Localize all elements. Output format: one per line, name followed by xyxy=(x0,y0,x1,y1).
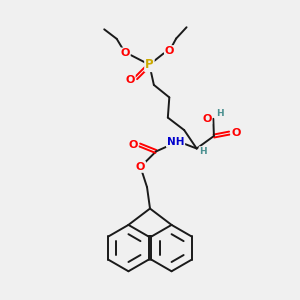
Text: O: O xyxy=(125,76,135,85)
Text: NH: NH xyxy=(167,137,184,147)
Text: O: O xyxy=(128,140,138,150)
Text: H: H xyxy=(216,109,224,118)
Text: O: O xyxy=(120,48,130,59)
Text: O: O xyxy=(136,162,145,172)
Text: O: O xyxy=(202,114,212,124)
Text: O: O xyxy=(231,128,241,138)
Text: O: O xyxy=(165,46,174,56)
Text: H: H xyxy=(200,147,207,156)
Text: P: P xyxy=(145,58,154,71)
